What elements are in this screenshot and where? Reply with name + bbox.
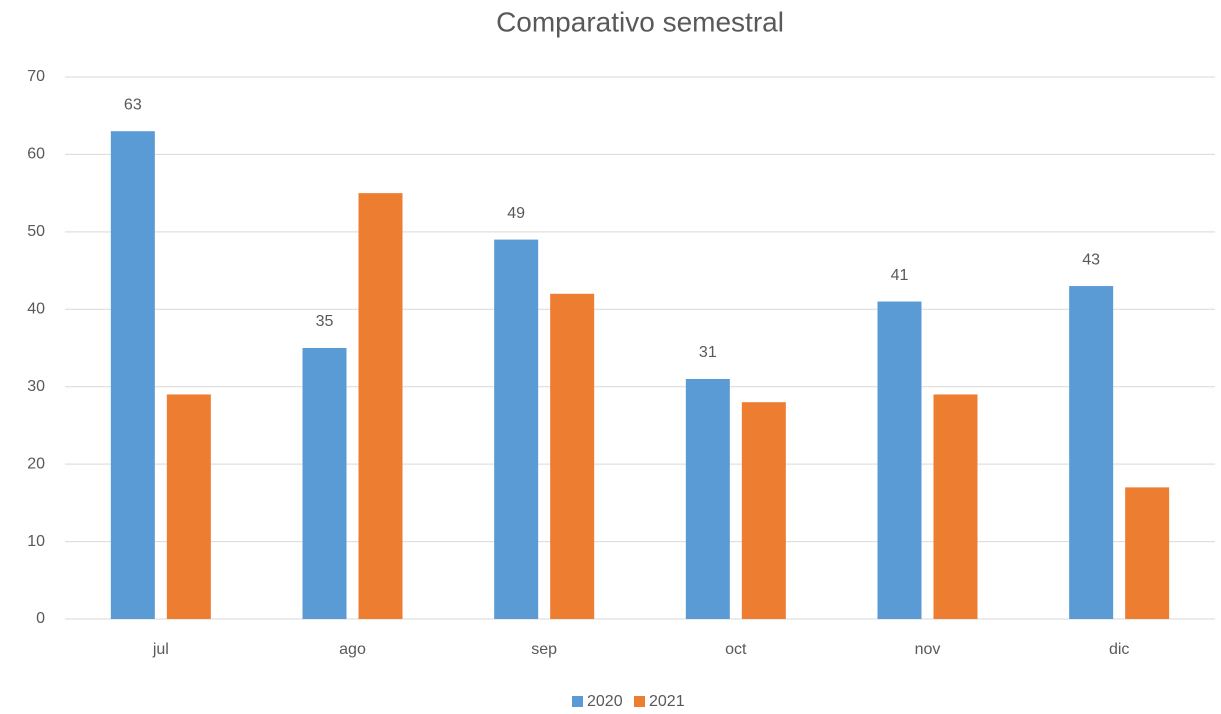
chart-title: Comparativo semestral bbox=[496, 6, 784, 37]
x-tick-label: nov bbox=[915, 641, 941, 658]
x-tick-label: dic bbox=[1109, 641, 1129, 658]
x-tick-label: ago bbox=[339, 641, 366, 658]
y-tick-label: 30 bbox=[27, 378, 45, 395]
legend-swatch bbox=[634, 696, 645, 707]
data-label: 49 bbox=[507, 205, 525, 222]
x-tick-label: sep bbox=[531, 641, 557, 658]
bar bbox=[494, 239, 539, 619]
y-tick-label: 60 bbox=[27, 146, 45, 163]
legend-label: 2020 bbox=[587, 693, 623, 710]
legend-label: 2021 bbox=[649, 693, 685, 710]
data-label: 41 bbox=[891, 267, 909, 284]
y-tick-label: 0 bbox=[36, 610, 45, 627]
legend-swatch bbox=[572, 696, 583, 707]
y-tick-label: 70 bbox=[27, 68, 45, 85]
bar bbox=[358, 193, 403, 619]
bar bbox=[1069, 286, 1114, 619]
y-tick-label: 10 bbox=[27, 533, 45, 550]
data-label: 43 bbox=[1082, 251, 1100, 268]
bar bbox=[166, 394, 211, 619]
bar bbox=[550, 293, 595, 619]
bar bbox=[1125, 487, 1170, 619]
bar bbox=[110, 131, 155, 619]
y-tick-label: 50 bbox=[27, 223, 45, 240]
bar bbox=[933, 394, 978, 619]
data-label: 31 bbox=[699, 344, 717, 361]
data-label: 35 bbox=[316, 313, 334, 330]
data-label: 63 bbox=[124, 96, 142, 113]
bar bbox=[877, 301, 922, 619]
bar bbox=[685, 378, 730, 619]
y-tick-label: 40 bbox=[27, 301, 45, 318]
x-tick-label: oct bbox=[725, 641, 747, 658]
bar bbox=[302, 348, 347, 619]
bar bbox=[741, 402, 786, 619]
y-tick-label: 20 bbox=[27, 455, 45, 472]
x-tick-label: jul bbox=[152, 641, 169, 658]
